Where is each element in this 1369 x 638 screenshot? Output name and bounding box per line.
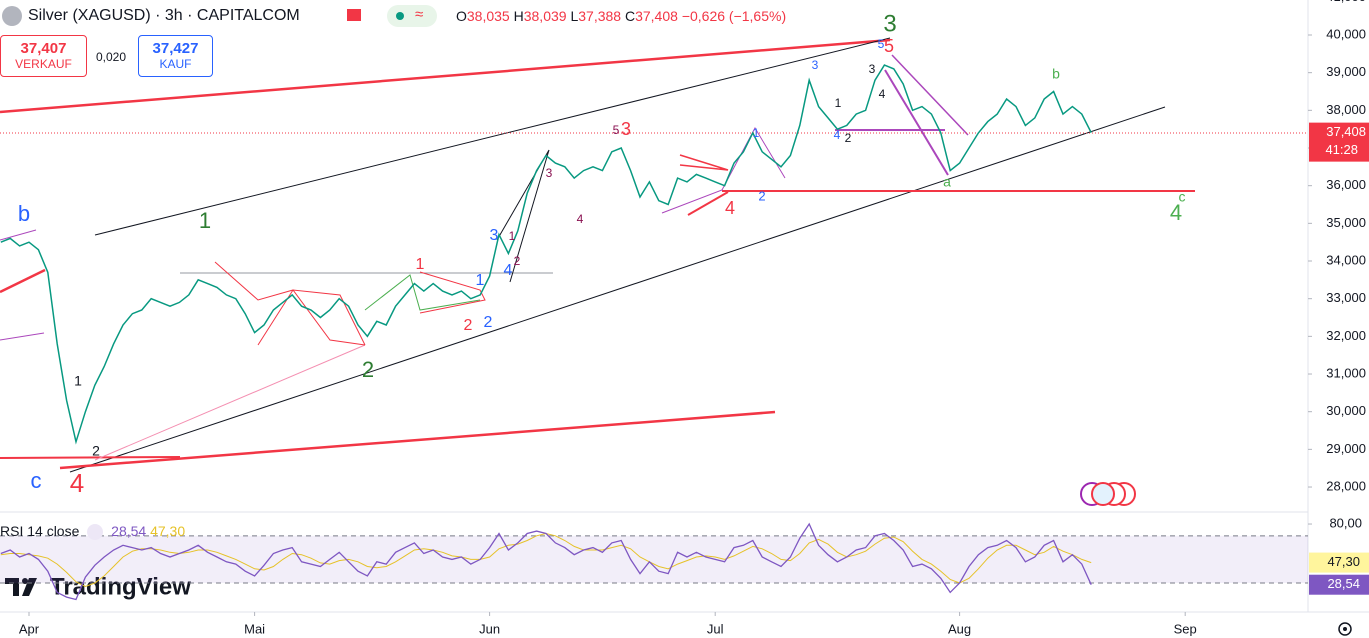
rsi-title: RSI 14 close [0, 523, 80, 539]
rsi-value-label: 47,30 [1327, 554, 1360, 569]
logo-text: TradingView [50, 573, 191, 600]
wave-label: 2 [464, 317, 473, 334]
x-tick-label: Sep [1174, 621, 1197, 636]
wave-label: 3 [883, 10, 896, 37]
ohlc-label: C [624, 8, 636, 24]
countdown-label: 41:28 [1325, 142, 1358, 157]
wave-label: 4 [879, 87, 886, 101]
ohlc-label: H [513, 8, 524, 24]
drawings [0, 37, 1308, 473]
wave-label: 1 [476, 272, 485, 289]
wave-label: 3 [621, 119, 631, 139]
sell-button[interactable]: 37,407 VERKAUF [0, 35, 87, 77]
y-tick-label: 30,000 [1326, 403, 1366, 418]
settings-icon[interactable] [1338, 622, 1352, 636]
wave-label: 3 [869, 62, 876, 76]
rsi-ma-value: 47,30 [150, 523, 186, 539]
ohlc: O38,035 H38,039 L37,388 C37,408 −0,626 (… [456, 8, 786, 24]
rsi-value-box [1309, 574, 1369, 595]
ohlc-label: L [570, 8, 579, 24]
wave-label: 4 [504, 262, 513, 279]
y-tick-label: 29,000 [1326, 441, 1366, 456]
wave-label: 1 [835, 96, 842, 110]
wave-label: 2 [362, 357, 374, 382]
x-tick-label: Aug [948, 621, 971, 636]
wave-label: c [1179, 189, 1186, 205]
symbol-title[interactable]: Silver (XAGUSD) · 3h · CAPITALCOM [28, 7, 300, 24]
symbol-icon [2, 6, 22, 26]
wave-label: 5 [878, 37, 885, 51]
indicator-icons [1080, 482, 1136, 506]
sell-label: VERKAUF [15, 57, 72, 71]
wave-label: 3 [812, 58, 819, 72]
wave-label: 1 [509, 229, 516, 243]
wave-label: 2 [484, 314, 493, 331]
wave-label: a [943, 174, 951, 190]
y-tick-label: 34,000 [1326, 252, 1366, 267]
buy-button[interactable]: 37,427 KAUF [138, 35, 213, 77]
rsi-value-label: 28,54 [1327, 576, 1360, 591]
y-tick-label: 36,000 [1326, 177, 1366, 192]
flag-icon[interactable] [347, 9, 361, 21]
wave-label: 1 [416, 256, 425, 273]
wave-label: 4 [70, 468, 84, 498]
rsi-legend: RSI 14 close 28,54 47,30 [0, 523, 186, 541]
y-tick-label: 39,000 [1326, 64, 1366, 79]
y-tick-label: 80,00 [1329, 515, 1362, 530]
rsi-band-fill [0, 535, 1308, 583]
wave-label: 5 [613, 123, 620, 137]
wave-label: 4 [725, 198, 735, 218]
x-tick-label: Jul [707, 621, 724, 636]
y-tick-label: 41,000 [1326, 0, 1366, 4]
status-pill[interactable]: ≈ [387, 5, 437, 27]
wave-label: 2 [845, 131, 852, 145]
spread: 0,020 [96, 50, 127, 64]
buy-label: KAUF [159, 57, 192, 71]
wave-label: 3 [546, 166, 553, 180]
y-tick-label: 38,000 [1326, 102, 1366, 117]
y-tick-label: 33,000 [1326, 290, 1366, 305]
series-line [0, 64, 1092, 445]
y-tick-label: 40,000 [1326, 26, 1366, 41]
wave-label: 4 [834, 128, 841, 142]
series-line [0, 522, 1092, 601]
sell-price: 37,407 [20, 40, 67, 57]
y-tick-label: 28,000 [1326, 478, 1366, 493]
wave-label: 2 [92, 443, 100, 459]
wave-label: 2 [758, 188, 765, 203]
x-tick-label: Mai [244, 621, 265, 636]
last-price-box [1309, 122, 1369, 162]
wave-label: 1 [753, 126, 760, 140]
rsi-value-box [1309, 552, 1369, 573]
wave-label: 5 [884, 36, 894, 56]
rsi-value: 28,54 [111, 523, 147, 539]
x-tick-label: Jun [479, 621, 500, 636]
ohlc-value: 38,039 [523, 8, 567, 24]
wave-label: 3 [490, 227, 499, 244]
wave-label: 1 [199, 208, 211, 233]
wave-label: c [31, 468, 42, 493]
y-tick-label: 32,000 [1326, 328, 1366, 343]
last-price-label: 37,408 [1326, 124, 1366, 139]
y-tick-label: 31,000 [1326, 365, 1366, 380]
ohlc-label: O [456, 8, 467, 24]
y-tick-label: 35,000 [1326, 215, 1366, 230]
wave-label: 4 [1170, 200, 1182, 225]
wave-label: 2 [514, 254, 521, 268]
wave-label: 4 [577, 212, 584, 226]
wave-label: b [1052, 66, 1060, 82]
wave-label: 1 [74, 373, 82, 389]
ohlc-value: 37,388 [578, 8, 622, 24]
ohlc-value: 37,408 [635, 8, 678, 24]
buy-price: 37,427 [152, 40, 199, 57]
x-tick-label: Apr [19, 621, 40, 636]
change: −0,626 (−1,65%) [681, 8, 787, 24]
wave-label: b [18, 201, 30, 226]
ohlc-value: 38,035 [466, 8, 510, 24]
